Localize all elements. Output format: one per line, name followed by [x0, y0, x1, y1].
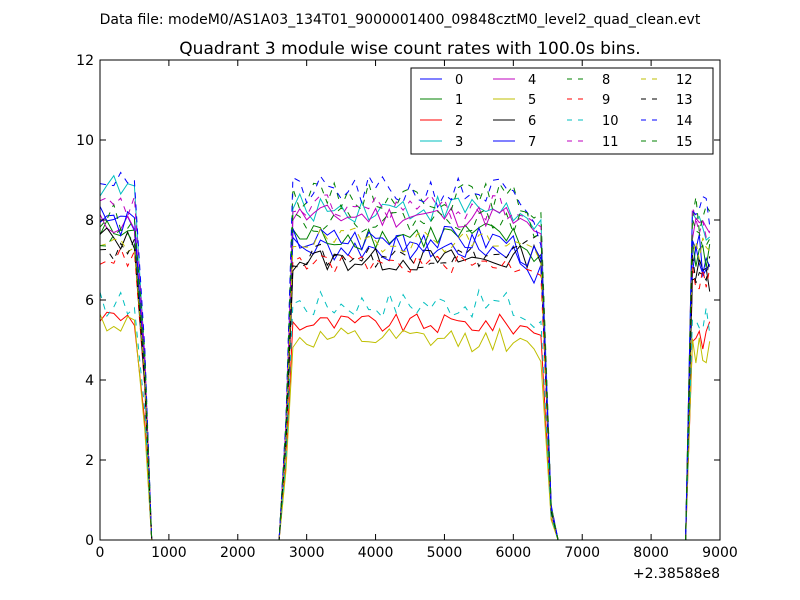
y-tick-label: 10	[76, 133, 94, 149]
legend-label-12: 12	[676, 73, 693, 88]
x-tick-label: 1000	[151, 545, 187, 561]
chart-title: Quadrant 3 module wise count rates with …	[179, 39, 640, 59]
x-tick-label: 4000	[358, 545, 394, 561]
x-tick-label: 0	[96, 545, 105, 561]
x-tick-label: 5000	[427, 545, 463, 561]
legend-label-3: 3	[455, 135, 463, 150]
y-tick-label: 2	[85, 453, 94, 469]
legend-label-9: 9	[602, 93, 610, 108]
y-tick-label: 12	[76, 53, 94, 69]
series-line-12	[100, 227, 711, 540]
series-line-8	[100, 181, 711, 540]
x-tick-label: 9000	[702, 545, 738, 561]
x-tick-label: 3000	[289, 545, 325, 561]
x-tick-label: 7000	[564, 545, 600, 561]
series-layer	[100, 171, 711, 540]
x-offset-label: +2.38588e8	[633, 566, 720, 582]
legend-label-15: 15	[676, 135, 693, 150]
legend-label-6: 6	[528, 114, 536, 129]
series-line-15	[100, 207, 711, 540]
y-tick-label: 6	[85, 293, 94, 309]
axis-ticks: 0 1000 2000 3000 4000 5000 6000 7000 8000 9000 0 2 4…	[76, 53, 738, 561]
legend-label-7: 7	[528, 135, 536, 150]
legend-label-14: 14	[676, 114, 693, 129]
series-line-13	[100, 232, 711, 540]
legend-label-13: 13	[676, 93, 693, 108]
x-tick-label: 8000	[633, 545, 669, 561]
x-tick-label: 6000	[496, 545, 532, 561]
y-tick-label: 4	[85, 373, 94, 389]
plot-frame	[99, 59, 721, 541]
legend-label-0: 0	[455, 73, 463, 88]
x-tick-label: 2000	[220, 545, 256, 561]
legend-label-11: 11	[602, 135, 619, 150]
legend-label-4: 4	[528, 73, 536, 88]
legend-label-2: 2	[455, 114, 463, 129]
legend-box	[410, 67, 714, 155]
series-line-14	[100, 171, 711, 540]
series-line-11	[100, 194, 711, 540]
series-line-10	[100, 288, 711, 540]
figure-suptitle: Data file: modeM0/AS1A03_134T01_90000014…	[100, 12, 701, 28]
legend-label-8: 8	[602, 73, 610, 88]
legend-label-1: 1	[455, 93, 463, 108]
y-tick-label: 0	[85, 533, 94, 549]
legend-label-5: 5	[528, 93, 536, 108]
series-line-9	[100, 246, 711, 540]
series-line-5	[100, 314, 711, 540]
y-tick-label: 8	[85, 213, 94, 229]
legend-label-10: 10	[602, 114, 619, 129]
